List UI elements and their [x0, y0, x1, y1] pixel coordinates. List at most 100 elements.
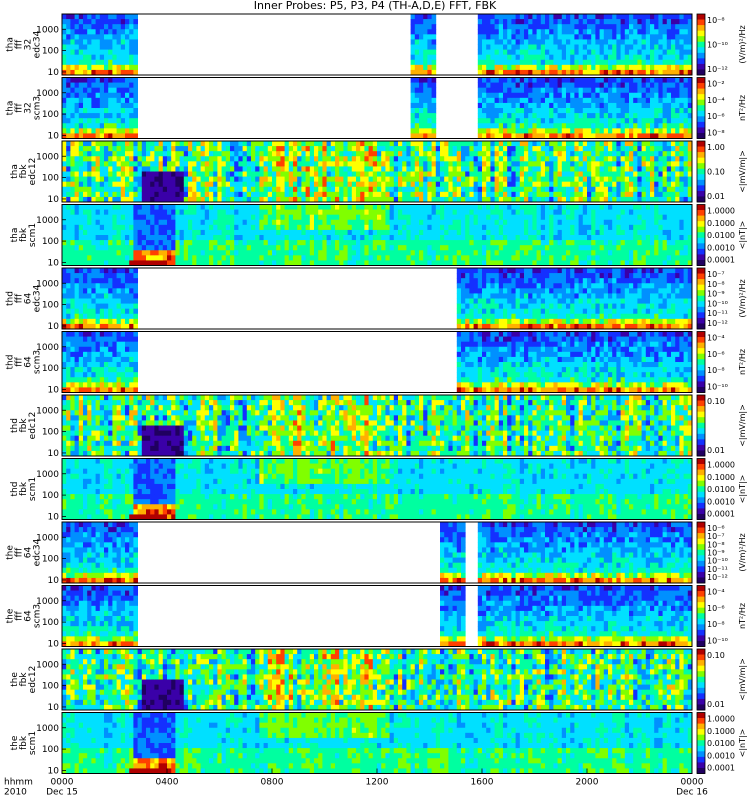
spectrogram-cell — [494, 214, 500, 221]
spectrogram-cell — [78, 186, 84, 193]
spectrogram-cell — [603, 102, 609, 109]
spectrogram-cell — [377, 250, 382, 256]
spectrogram-cell — [645, 59, 651, 66]
spectrogram-cell — [490, 229, 495, 236]
spectrogram-cell — [503, 151, 508, 157]
spectrogram-cell — [675, 123, 680, 129]
spectrogram-cell — [431, 128, 437, 134]
spectrogram-cell — [507, 176, 512, 183]
spectrogram-cell — [540, 14, 546, 20]
spectrogram-cell — [679, 166, 684, 172]
spectrogram-cell — [553, 49, 558, 56]
spectrogram-cell — [658, 191, 663, 198]
spectrogram-cell — [494, 29, 500, 35]
spectrogram-cell — [482, 191, 487, 198]
spectrogram-cell — [608, 161, 613, 167]
spectrogram-cell — [83, 113, 88, 119]
spectrogram-cell — [532, 64, 537, 71]
spectrogram-cell — [251, 245, 256, 251]
spectrogram-cell — [99, 146, 105, 152]
spectrogram-cell — [91, 181, 96, 188]
spectrogram-cell — [477, 214, 483, 221]
spectrogram-cell — [603, 19, 609, 25]
spectrogram-cell — [494, 219, 500, 226]
spectrogram-cell — [234, 250, 239, 256]
spectrogram-cells — [62, 204, 693, 266]
spectrogram-cell — [330, 156, 336, 162]
spectrogram-cell — [343, 214, 348, 221]
spectrogram-cell — [524, 69, 529, 76]
spectrogram-cell — [120, 133, 126, 139]
spectrogram-cell — [427, 19, 432, 25]
spectrogram-cell — [482, 161, 487, 167]
spectrogram-cell — [87, 255, 92, 261]
spectrogram-cell — [251, 240, 256, 246]
spectrogram-cell — [633, 196, 638, 203]
spectrogram-cell — [557, 133, 563, 139]
spectrogram-cell — [679, 49, 684, 56]
spectrogram-cell — [507, 181, 512, 188]
spectrogram-cell — [536, 151, 542, 157]
spectrogram-cell — [536, 166, 542, 172]
spectrogram-cell — [549, 161, 554, 167]
spectrogram-cell — [440, 176, 445, 183]
spectrogram-cell — [519, 156, 525, 162]
spectrogram-cell — [679, 34, 684, 40]
spectrogram-cell — [158, 224, 164, 231]
spectrogram-cell — [498, 260, 504, 266]
spectrogram-cell — [524, 39, 529, 45]
spectrogram-cell — [637, 176, 642, 183]
spectrogram-cell — [129, 87, 134, 94]
spectrogram-cell — [179, 146, 185, 152]
spectrogram-cell — [486, 235, 491, 241]
spectrogram-cell — [326, 260, 332, 266]
spectrogram-cell — [629, 108, 634, 114]
spectrogram-cell — [587, 181, 592, 188]
spectrogram-cell — [62, 245, 67, 251]
spectrogram-cell — [402, 171, 407, 177]
spectrogram-cell — [83, 245, 88, 251]
spectrogram-cell — [196, 151, 201, 157]
spectrogram-cell — [671, 118, 676, 124]
spectrogram-cell — [62, 29, 67, 35]
spectrogram-cell — [620, 181, 626, 188]
spectrogram-cell — [263, 224, 269, 231]
spectrogram-cell — [246, 255, 252, 261]
spectrogram-cell — [368, 245, 374, 251]
spectrogram-cell — [666, 191, 672, 198]
spectrogram-cell — [360, 166, 365, 172]
spectrogram-cell — [339, 260, 344, 266]
spectrogram-cell — [654, 166, 659, 172]
spectrogram-cell — [641, 34, 647, 40]
spectrogram-cell — [183, 224, 189, 231]
spectrogram-cell — [595, 77, 600, 83]
spectrogram-cell — [582, 64, 588, 71]
spectrogram-cell — [209, 260, 214, 266]
spectrogram-cell — [675, 133, 680, 139]
spectrogram-cell — [532, 133, 537, 139]
spectrogram-cell — [683, 64, 689, 71]
spectrogram-cell — [129, 29, 134, 35]
spectrogram-cell — [616, 39, 621, 45]
spectrogram-cell — [490, 24, 495, 30]
spectrogram-cell — [209, 245, 214, 251]
spectrogram-cell — [549, 49, 554, 56]
spectrogram-cell — [91, 102, 96, 109]
spectrogram-cell — [116, 19, 122, 25]
spectrogram-cell — [158, 196, 164, 203]
spectrogram-cell — [66, 29, 71, 35]
spectrogram-cell — [490, 69, 495, 76]
spectrogram-cell — [116, 191, 122, 198]
colorbar-segment — [697, 163, 705, 170]
spectrogram-cell — [503, 204, 508, 210]
spectrogram-cell — [683, 92, 689, 99]
spectrogram-cell — [150, 156, 155, 162]
spectrogram-cell — [112, 128, 117, 134]
spectrogram-cell — [503, 224, 508, 231]
spectrogram-cell — [377, 224, 382, 231]
spectrogram-cell — [490, 97, 495, 104]
spectrogram-cell — [402, 161, 407, 167]
spectrogram-cell — [582, 87, 588, 94]
spectrogram-cell — [570, 29, 575, 35]
spectrogram-cell — [112, 250, 117, 256]
